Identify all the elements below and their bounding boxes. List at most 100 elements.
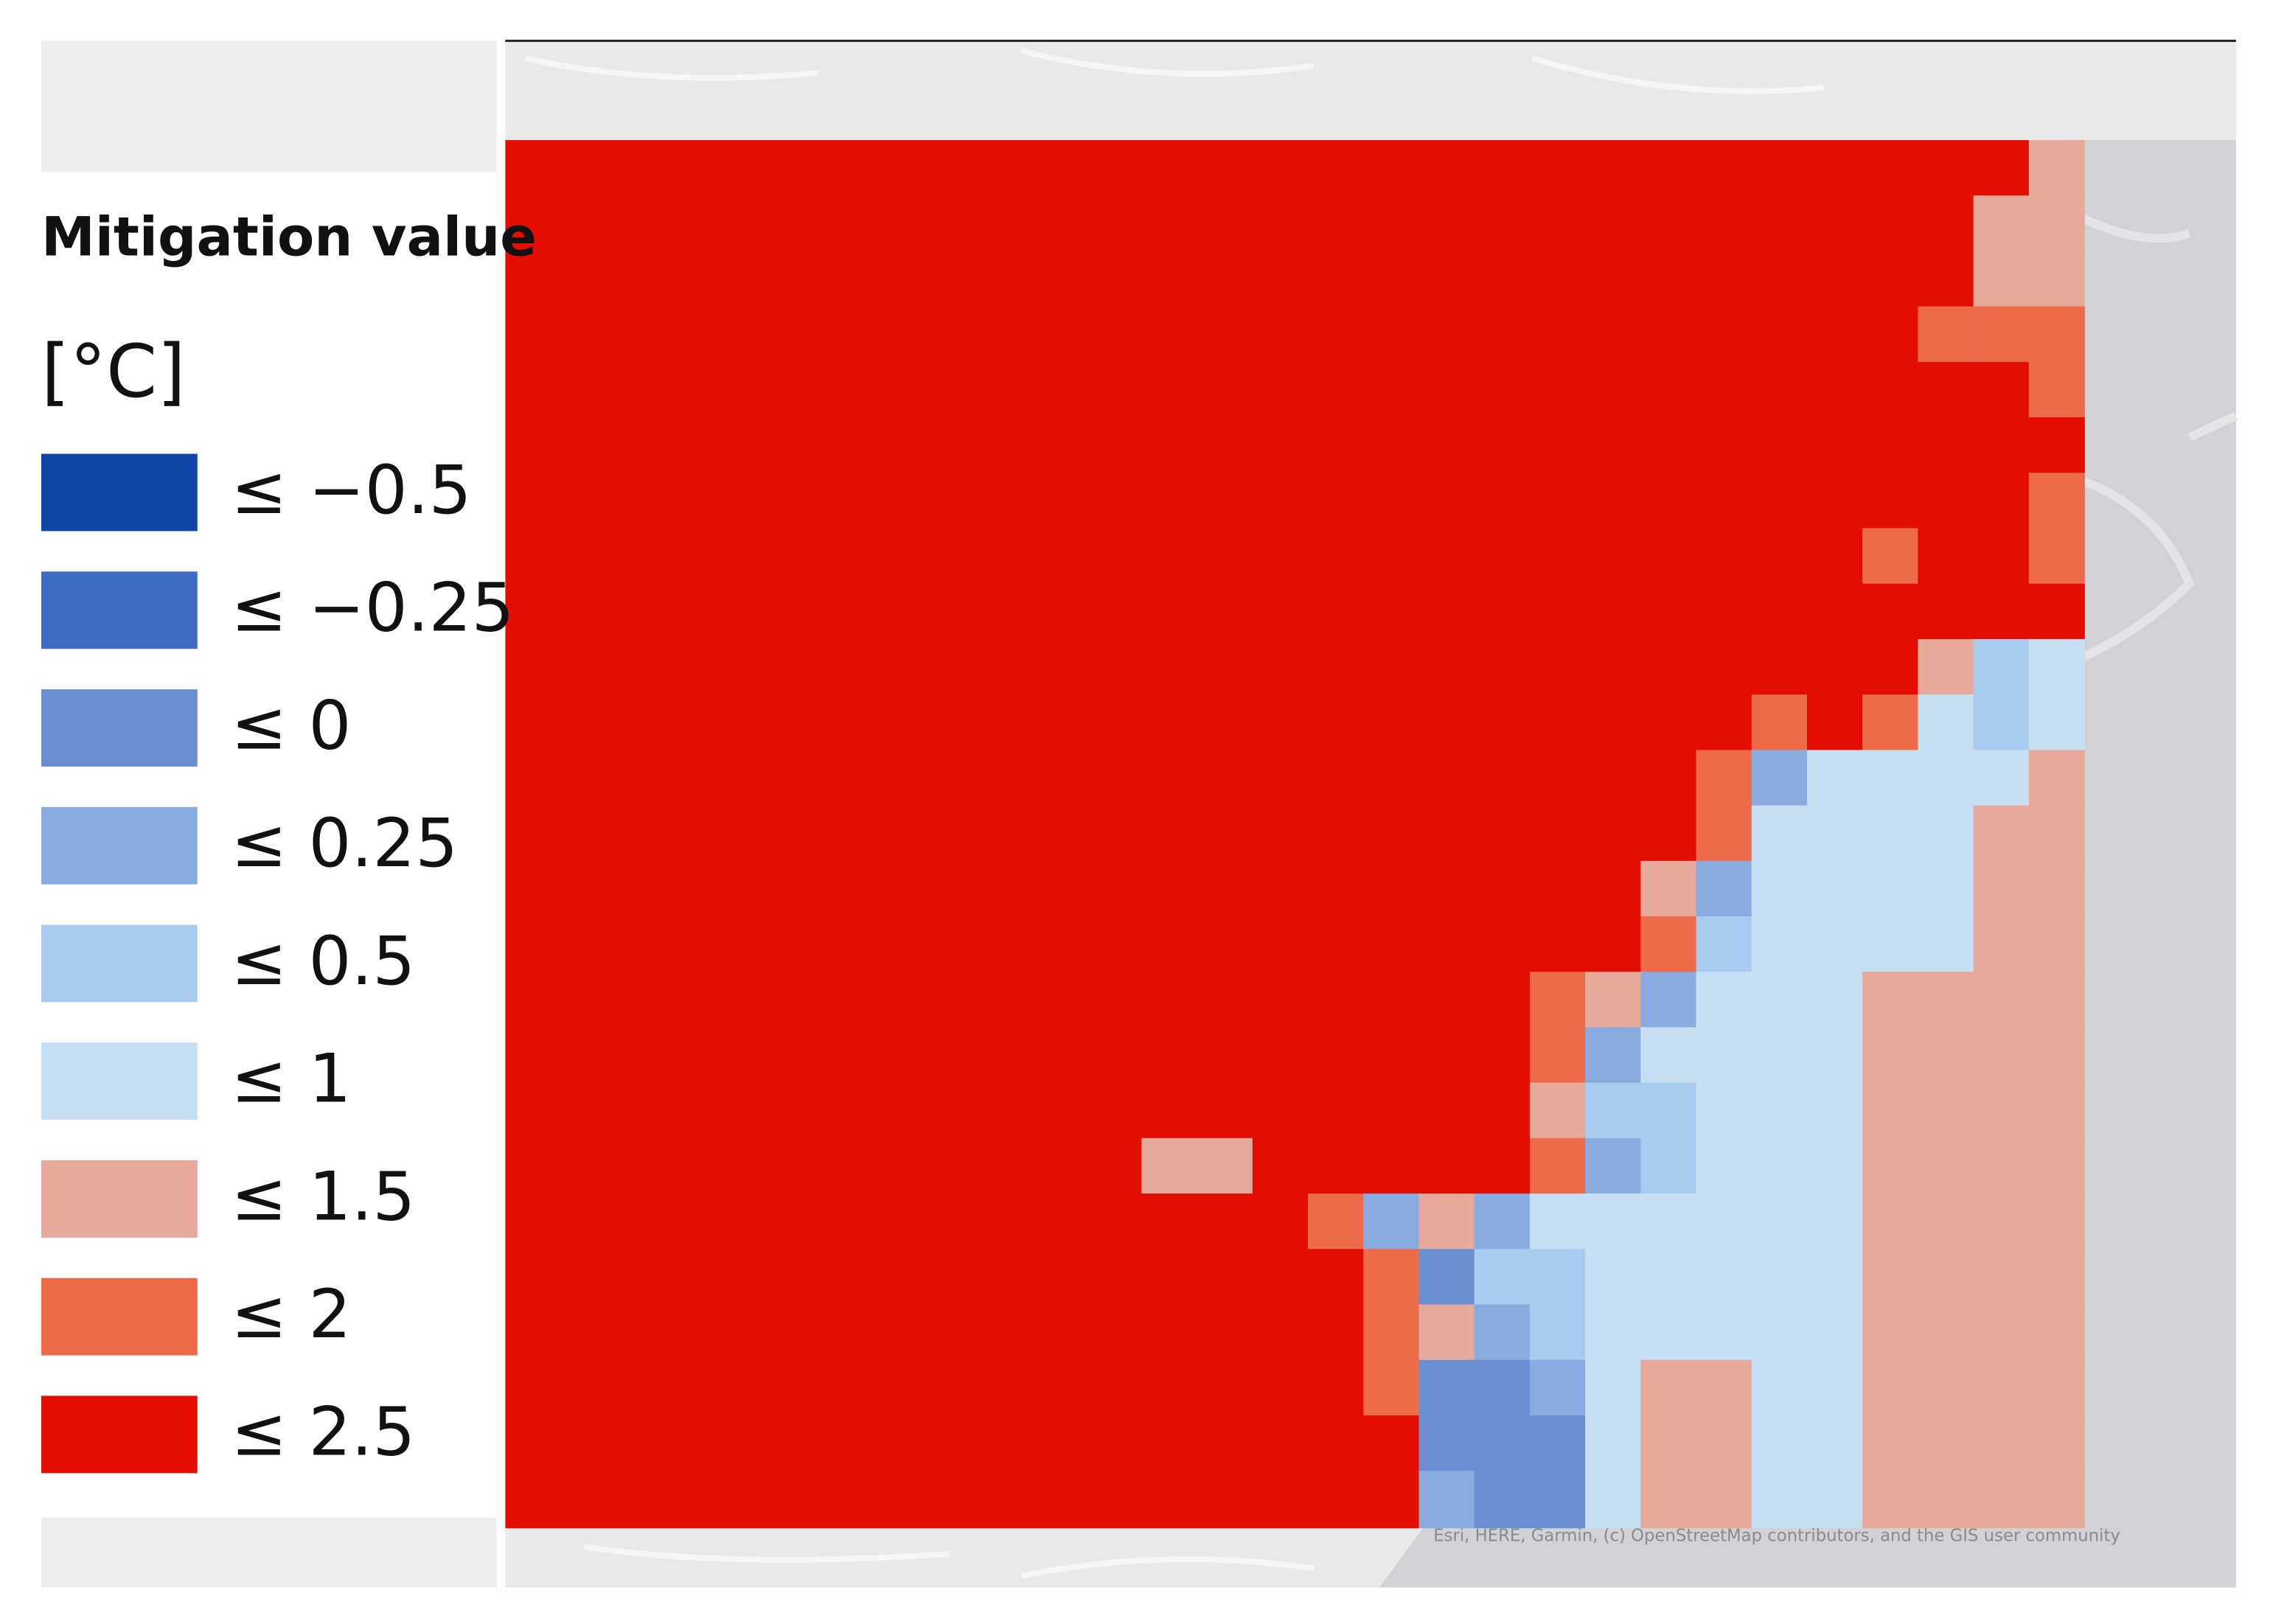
- grid-cell: [1751, 1249, 1808, 1306]
- grid-cell: [1197, 1137, 1253, 1194]
- grid-cell: [1363, 916, 1420, 973]
- legend-title: Mitigation value: [41, 206, 537, 269]
- grid-cell: [1918, 638, 1974, 695]
- legend-label: ≤ 1: [231, 1040, 351, 1118]
- grid-cell: [1197, 1304, 1253, 1361]
- grid-cell: [1141, 1082, 1198, 1139]
- grid-cell: [1862, 972, 1919, 1028]
- grid-cell: [1141, 972, 1198, 1028]
- grid-cell: [1640, 306, 1697, 363]
- grid-cell: [1862, 805, 1919, 862]
- grid-cell: [1418, 805, 1475, 862]
- grid-cell: [753, 195, 810, 252]
- grid-cell: [642, 750, 699, 806]
- grid-cell: [864, 1193, 921, 1250]
- grid-cell: [505, 860, 588, 917]
- grid-cell: [1308, 1193, 1365, 1250]
- grid-cell: [1474, 694, 1531, 751]
- grid-cell: [1197, 306, 1253, 363]
- grid-cell: [1418, 860, 1475, 917]
- grid-cell: [1308, 195, 1365, 252]
- grid-cell: [1918, 860, 1974, 917]
- grid-cell: [1418, 1082, 1475, 1139]
- grid-cell: [975, 1193, 1031, 1250]
- grid-cell: [864, 694, 921, 751]
- grid-cell: [975, 1415, 1031, 1471]
- grid-cell: [1918, 1249, 1974, 1306]
- grid-cell: [1363, 638, 1420, 695]
- grid-cell: [809, 195, 866, 252]
- grid-cell: [809, 694, 866, 751]
- grid-cell: [1640, 1249, 1697, 1306]
- grid-cell: [1806, 473, 1863, 529]
- grid-cell: [505, 306, 588, 363]
- grid-cell: [2028, 694, 2085, 751]
- grid-cell: [1030, 251, 1087, 307]
- legend-label: ≤ 2: [231, 1275, 351, 1353]
- grid-cell: [1141, 1027, 1198, 1084]
- grid-cell: [1308, 750, 1365, 806]
- grid-cell: [1806, 916, 1863, 973]
- grid-cell: [1418, 638, 1475, 695]
- grid-cell: [2028, 1082, 2085, 1139]
- grid-cell: [2028, 1193, 2085, 1250]
- grid-cell: [1418, 417, 1475, 474]
- grid-cell: [1030, 1359, 1087, 1416]
- grid-cell: [1086, 1415, 1143, 1471]
- grid-cell: [1141, 750, 1198, 806]
- grid-cell: [1474, 1193, 1531, 1250]
- grid-cell: [2028, 638, 2085, 695]
- grid-cell: [1418, 1249, 1475, 1306]
- grid-cell: [1862, 1304, 1919, 1361]
- grid-cell: [1086, 417, 1143, 474]
- grid-cell: [2028, 750, 2085, 806]
- grid-cell: [864, 195, 921, 252]
- grid-cell: [642, 1249, 699, 1306]
- grid-cell: [1086, 916, 1143, 973]
- grid-cell: [1696, 1359, 1752, 1416]
- grid-cell: [1363, 583, 1420, 640]
- grid-cell: [1696, 1471, 1752, 1529]
- grid-cell: [919, 583, 976, 640]
- grid-cell: [1862, 1137, 1919, 1194]
- grid-cell: [1308, 1082, 1365, 1139]
- grid-cell: [753, 1415, 810, 1471]
- grid-cell: [1363, 1304, 1420, 1361]
- grid-cell: [1806, 750, 1863, 806]
- grid-cell: [864, 1359, 921, 1416]
- grid-cell: [1918, 1304, 1974, 1361]
- grid-cell: [587, 1304, 644, 1361]
- grid-cell: [1696, 1193, 1752, 1250]
- grid-cell: [809, 1027, 866, 1084]
- grid-cell: [864, 251, 921, 307]
- legend-top-bg: [41, 41, 497, 172]
- legend-swatch: [41, 1278, 198, 1356]
- grid-cell: [1197, 1359, 1253, 1416]
- grid-cell: [1363, 1027, 1420, 1084]
- grid-cell: [809, 1082, 866, 1139]
- grid-cell: [1973, 916, 2030, 973]
- grid-cell: [1197, 694, 1253, 751]
- grid-cell: [1474, 638, 1531, 695]
- grid-cell: [975, 1304, 1031, 1361]
- grid-cell: [697, 1304, 754, 1361]
- water: [1379, 140, 2236, 1588]
- grid-cell: [864, 1471, 921, 1529]
- grid-cell: [1086, 1249, 1143, 1306]
- grid-cell: [1696, 638, 1752, 695]
- grid-cell: [975, 1249, 1031, 1306]
- grid-cell: [697, 251, 754, 307]
- grid-cell: [1751, 583, 1808, 640]
- grid-cell: [919, 1249, 976, 1306]
- grid-cell: [809, 805, 866, 862]
- grid-cell: [1973, 1193, 2030, 1250]
- grid-cell: [1252, 1082, 1309, 1139]
- grid-cell: [1252, 805, 1309, 862]
- grid-cell: [587, 694, 644, 751]
- grid-cell: [1806, 361, 1863, 418]
- grid-cell: [642, 1304, 699, 1361]
- grid-cell: [1806, 195, 1863, 252]
- grid-cell: [1252, 306, 1309, 363]
- grid-cell: [587, 916, 644, 973]
- grid-cell: [1474, 1304, 1531, 1361]
